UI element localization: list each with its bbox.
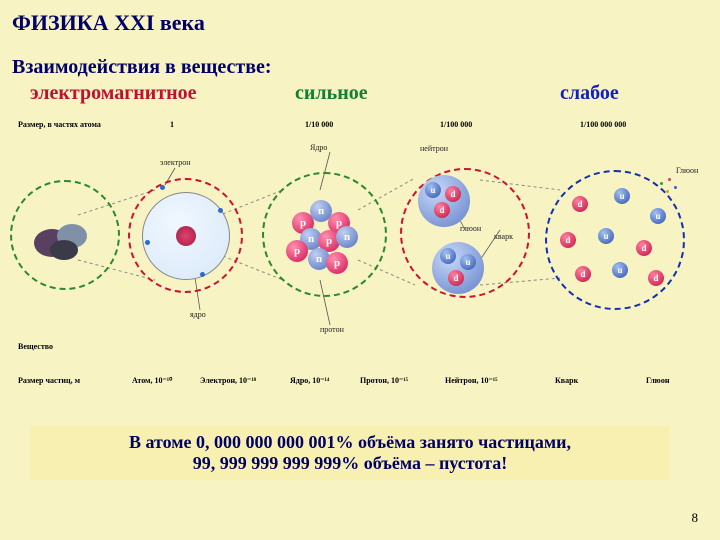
proton-ball <box>432 242 484 294</box>
bscale-4: Нейтрон, 10⁻¹⁵ <box>445 376 498 385</box>
matter-icon <box>32 208 92 263</box>
bscale-6: Глюон <box>646 376 670 385</box>
neutron-ball <box>418 175 470 227</box>
scale-top-2: 1/100 000 <box>440 120 472 129</box>
diagram-area: p n p n p n p n p u d d u u d d u u d u … <box>0 130 720 380</box>
proton-4: p <box>286 240 308 262</box>
electron-4 <box>200 272 205 277</box>
qg-d3: d <box>636 240 652 256</box>
qg-u1: u <box>614 188 630 204</box>
qg-u4: u <box>612 262 628 278</box>
page-title: ФИЗИКА XXI века <box>12 10 205 36</box>
section-weak: слабое <box>560 82 619 105</box>
page-subtitle: Взаимодействия в веществе: <box>12 56 272 79</box>
neutron-3: n <box>336 226 358 248</box>
bscale-0: Атом, 10⁻¹⁰ <box>132 376 172 385</box>
scale-top-3: 1/100 000 000 <box>580 120 626 129</box>
gluon-3 <box>674 186 677 189</box>
atom-nucleus <box>176 226 196 246</box>
bscale-2: Ядро, 10⁻¹⁴ <box>290 376 329 385</box>
matter-label: Вещество <box>18 342 53 351</box>
label-quark: кварк <box>494 232 513 241</box>
gluon-2 <box>668 178 671 181</box>
bscale-3: Протон, 10⁻¹⁵ <box>360 376 408 385</box>
qg-d4: d <box>575 266 591 282</box>
label-nucleus-center: Ядро <box>310 143 327 152</box>
n-quark-d2: d <box>434 202 450 218</box>
qg-d5: d <box>648 270 664 286</box>
bottom-line-2: 99, 999 999 999 999% объёма – пустота! <box>30 453 670 474</box>
scale-top-0: 1 <box>170 120 174 129</box>
section-electromagnetic: электромагнитное <box>30 82 197 105</box>
p-quark-u1: u <box>440 248 456 264</box>
p-quark-u2: u <box>460 254 476 270</box>
label-proton: протон <box>320 325 344 334</box>
bscale-5: Кварк <box>555 376 578 385</box>
scale-bottom-label: Размер частиц, м <box>18 376 80 385</box>
bottom-fact-box: В атоме 0, 000 000 000 001% объёма занят… <box>30 426 670 480</box>
n-quark-u: u <box>425 182 441 198</box>
electron-3 <box>145 240 150 245</box>
scale-top-label: Размер, в частях атома <box>18 120 101 129</box>
qg-d1: d <box>572 196 588 212</box>
gluon-1 <box>660 182 663 185</box>
scale-top-1: 1/10 000 <box>305 120 333 129</box>
qg-u2: u <box>650 208 666 224</box>
bscale-1: Электрон, 10⁻¹⁸ <box>200 376 256 385</box>
bottom-line-1: В атоме 0, 000 000 000 001% объёма занят… <box>30 432 670 453</box>
label-nucleus: ядро <box>190 310 206 319</box>
page-number: 8 <box>692 510 699 526</box>
p-quark-d: d <box>448 270 464 286</box>
n-quark-d1: d <box>445 186 461 202</box>
section-strong: сильное <box>295 82 368 105</box>
proton-5: p <box>326 252 348 274</box>
electron-1 <box>160 185 165 190</box>
label-gluon-right: Глюон <box>676 166 698 175</box>
label-gluon: глюон <box>460 224 481 233</box>
gluon-4 <box>666 190 669 193</box>
qg-u3: u <box>598 228 614 244</box>
label-neutron: нейтрон <box>420 144 448 153</box>
label-electron: электрон <box>160 158 191 167</box>
qg-d2: d <box>560 232 576 248</box>
electron-2 <box>218 208 223 213</box>
